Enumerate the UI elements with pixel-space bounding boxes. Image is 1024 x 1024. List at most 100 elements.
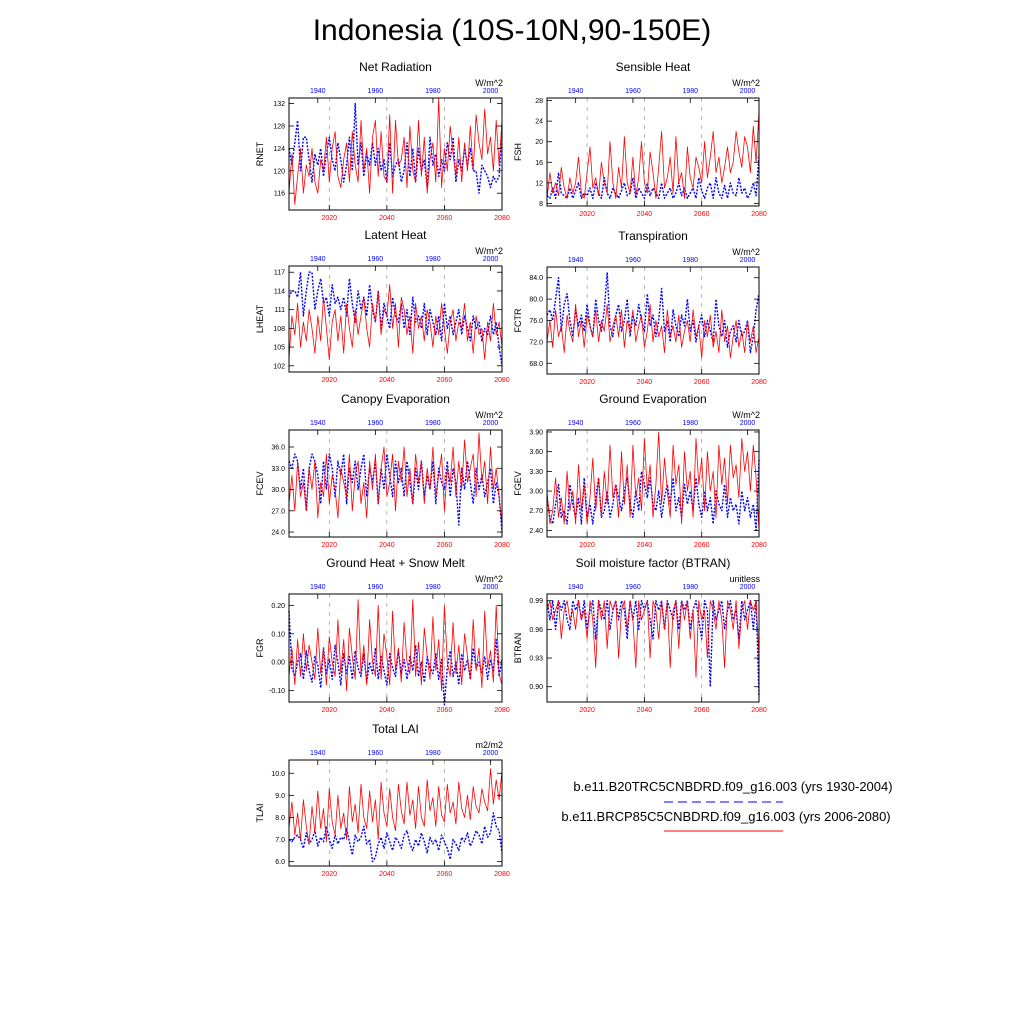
chart-panel: Soil moisture factor (BTRAN) unitless BTRA… <box>513 556 767 714</box>
y-tick-label: 102 <box>273 363 285 370</box>
x-tick-label-top: 1940 <box>568 420 584 427</box>
panel-units: W/m^2 <box>475 78 503 88</box>
x-tick-label-top: 1960 <box>368 256 384 263</box>
y-tick-label: 0.96 <box>529 627 543 634</box>
y-tick-label: 105 <box>273 345 285 352</box>
panel-units: W/m^2 <box>475 574 503 584</box>
x-tick-label-top: 1940 <box>310 420 326 427</box>
x-tick-label-bottom: 2040 <box>637 707 653 714</box>
y-tick-label: 24 <box>535 119 543 126</box>
panel-units: W/m^2 <box>732 410 760 420</box>
x-tick-label-bottom: 2020 <box>322 707 338 714</box>
x-tick-label-bottom: 2060 <box>437 215 453 222</box>
x-tick-label-top: 2000 <box>740 584 756 591</box>
y-tick-label: 124 <box>273 146 285 153</box>
y-tick-label: 120 <box>273 168 285 175</box>
y-tick-label: -0.10 <box>269 688 285 695</box>
x-tick-label-top: 1940 <box>310 88 326 95</box>
x-tick-label-top: 1980 <box>682 257 698 264</box>
x-tick-label-bottom: 2060 <box>437 707 453 714</box>
x-tick-label-top: 1960 <box>368 88 384 95</box>
x-tick-label-bottom: 2060 <box>437 542 453 549</box>
y-tick-label: 6.0 <box>275 859 285 866</box>
x-tick-label-bottom: 2020 <box>322 542 338 549</box>
x-tick-label-top: 1980 <box>425 750 441 757</box>
x-tick-label-top: 2000 <box>483 750 499 757</box>
x-tick-label-top: 1960 <box>368 420 384 427</box>
x-tick-label-bottom: 2020 <box>322 377 338 384</box>
plot-frame <box>546 593 760 703</box>
x-tick-label-bottom: 2040 <box>379 542 395 549</box>
x-tick-label-bottom: 2080 <box>494 871 510 878</box>
y-tick-label: 80.0 <box>529 297 543 304</box>
x-tick-label-top: 1980 <box>425 88 441 95</box>
y-axis-label: FCTR <box>513 308 523 332</box>
x-tick-label-top: 2000 <box>483 88 499 95</box>
panel-title: Net Radiation <box>359 60 432 74</box>
panels-group: Net RadiationW/m^2RNET116120124128132202… <box>255 60 767 878</box>
panel-title: Total LAI <box>372 722 419 736</box>
plot-frame <box>288 593 503 703</box>
chart-panel: Net Radiation W/m^2 RNET 116 120 124 128 132 202… <box>255 60 510 222</box>
x-tick-label-top: 1980 <box>682 420 698 427</box>
y-tick-label: 117 <box>274 270 285 277</box>
x-tick-label-bottom: 2040 <box>379 707 395 714</box>
y-tick-label: 72.0 <box>529 339 543 346</box>
x-tick-label-bottom: 2040 <box>637 542 653 549</box>
y-axis-label: FSH <box>513 143 523 161</box>
y-axis-label: RNET <box>255 141 265 166</box>
y-tick-label: 24.0 <box>271 530 285 537</box>
y-tick-label: 128 <box>273 124 285 131</box>
series-line-future <box>546 600 760 678</box>
series-line-historical <box>546 458 760 532</box>
chart-panel: Ground Heat + Snow Melt W/m^2 FGR -0.10 0.00… <box>255 556 510 714</box>
y-tick-label: 3.90 <box>529 429 543 436</box>
x-tick-label-bottom: 2080 <box>494 377 510 384</box>
panel-units: unitless <box>729 574 760 584</box>
legend-future-label: b.e11.BRCP85C5CNBDRD.f09_g16.003 (yrs 20… <box>561 809 890 824</box>
panel-units: m2/m2 <box>475 740 503 750</box>
x-tick-label-top: 1960 <box>368 584 384 591</box>
series-line-future <box>288 284 503 360</box>
y-tick-label: 3.00 <box>529 489 543 496</box>
x-tick-label-bottom: 2080 <box>751 542 767 549</box>
y-tick-label: 0.20 <box>271 603 285 610</box>
x-tick-label-bottom: 2020 <box>579 542 595 549</box>
panel-title: Soil moisture factor (BTRAN) <box>576 556 731 570</box>
x-tick-label-bottom: 2080 <box>751 379 767 386</box>
x-tick-label-top: 2000 <box>483 420 499 427</box>
x-tick-label-bottom: 2040 <box>379 377 395 384</box>
plot-frame <box>288 429 503 538</box>
series-line-future <box>546 431 760 531</box>
chart-panel: Sensible Heat W/m^2 FSH 8 12 16 20 24 28 2020 2040… <box>513 60 767 218</box>
x-tick-label-top: 2000 <box>740 257 756 264</box>
x-tick-label-top: 1940 <box>568 584 584 591</box>
y-tick-label: 33.0 <box>271 466 285 473</box>
plot-frame <box>288 97 503 211</box>
y-tick-label: 0.00 <box>271 660 285 667</box>
x-tick-label-top: 1980 <box>425 256 441 263</box>
chart-panel: Total LAI m2/m2 TLAI 6.0 7.0 8.0 9.0 10.0 2020 20… <box>255 722 510 878</box>
plot-frame <box>546 429 760 538</box>
y-tick-label: 0.10 <box>271 631 285 638</box>
panel-units: W/m^2 <box>475 410 503 420</box>
figure-title: Indonesia (10S-10N,90-150E) <box>313 14 712 47</box>
panel-units: W/m^2 <box>732 247 760 257</box>
x-tick-label-top: 2000 <box>740 420 756 427</box>
x-tick-label-bottom: 2060 <box>437 871 453 878</box>
x-tick-label-top: 1940 <box>310 256 326 263</box>
x-tick-label-bottom: 2080 <box>494 707 510 714</box>
panel-title: Latent Heat <box>364 228 427 242</box>
y-tick-label: 116 <box>274 191 285 198</box>
x-tick-label-bottom: 2040 <box>379 215 395 222</box>
series-line-future <box>288 432 503 526</box>
y-tick-label: 28 <box>535 98 543 105</box>
plot-frame <box>288 265 503 373</box>
y-tick-label: 16 <box>535 160 543 167</box>
x-tick-label-bottom: 2080 <box>494 215 510 222</box>
plot-frame <box>546 97 760 207</box>
x-tick-label-bottom: 2020 <box>579 707 595 714</box>
chart-panel: Ground Evaporation W/m^2 FGEV 2.40 2.70 3.00 3… <box>513 392 767 549</box>
y-tick-label: 108 <box>273 326 285 333</box>
